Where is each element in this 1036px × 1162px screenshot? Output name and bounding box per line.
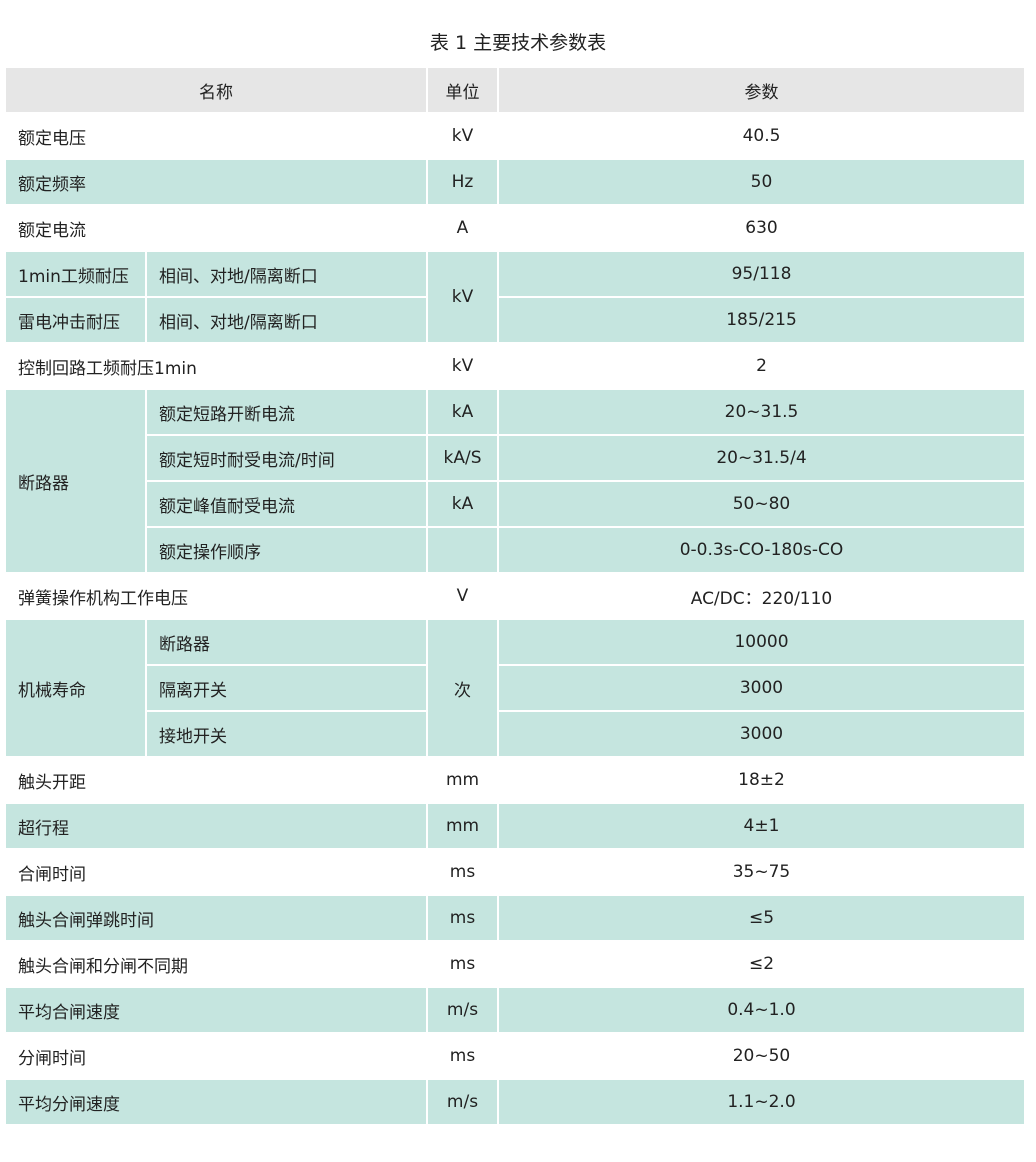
param-subname: 接地开关	[147, 712, 426, 756]
param-unit: kV	[428, 344, 497, 388]
table-row: 触头合闸弹跳时间 ms ≤5	[6, 896, 1024, 940]
table-row: 隔离开关 3000	[6, 666, 1024, 710]
param-name: 平均分闸速度	[6, 1080, 426, 1124]
param-value: 1.1~2.0	[499, 1080, 1024, 1124]
param-unit: kA	[428, 482, 497, 526]
table-row: 平均分闸速度 m/s 1.1~2.0	[6, 1080, 1024, 1124]
table-row: 1min工频耐压 相间、对地/隔离断口 kV 95/118	[6, 252, 1024, 342]
param-subname: 断路器	[147, 620, 426, 664]
param-value: ≤5	[499, 896, 1024, 940]
param-value: 0.4~1.0	[499, 988, 1024, 1032]
param-name: 断路器	[6, 390, 145, 572]
param-name: 1min工频耐压	[6, 252, 145, 296]
param-unit: kA	[428, 390, 497, 434]
param-name: 分闸时间	[6, 1034, 426, 1078]
table-row: 触头合闸和分闸不同期 ms ≤2	[6, 942, 1024, 986]
table-row: 额定峰值耐受电流 kA 50~80	[6, 482, 1024, 526]
param-unit: ms	[428, 942, 497, 986]
param-value: 20~50	[499, 1034, 1024, 1078]
table-row: 分闸时间 ms 20~50	[6, 1034, 1024, 1078]
param-subname: 额定操作顺序	[147, 528, 426, 572]
param-unit	[428, 528, 497, 572]
table-row: 额定操作顺序 0-0.3s-CO-180s-CO	[6, 528, 1024, 572]
param-subname: 相间、对地/隔离断口	[147, 298, 426, 342]
param-unit: mm	[428, 758, 497, 802]
table-row: 机械寿命 断路器次 10000	[6, 620, 1024, 756]
param-value: 10000	[499, 620, 1024, 664]
param-unit: V	[428, 574, 497, 618]
param-value: 50~80	[499, 482, 1024, 526]
table-row: 弹簧操作机构工作电压 V AC/DC：220/110	[6, 574, 1024, 618]
param-unit: mm	[428, 804, 497, 848]
param-unit: kV	[428, 252, 497, 342]
table-row: 断路器 额定短路开断电流 kA 20~31.5	[6, 390, 1024, 572]
table-row: 触头开距 mm 18±2	[6, 758, 1024, 802]
param-name: 额定频率	[6, 160, 426, 204]
header-name: 名称	[6, 68, 426, 112]
param-unit: kV	[428, 114, 497, 158]
param-subname: 相间、对地/隔离断口	[147, 252, 426, 296]
table-title: 表 1 主要技术参数表	[429, 32, 607, 54]
header-row: 名称 单位 参数	[6, 68, 1024, 112]
param-value: 630	[499, 206, 1024, 250]
param-unit: ms	[428, 896, 497, 940]
param-unit: Hz	[428, 160, 497, 204]
param-value: 95/118	[499, 252, 1024, 296]
param-subname: 隔离开关	[147, 666, 426, 710]
table-row: 雷电冲击耐压 相间、对地/隔离断口 185/215	[6, 298, 1024, 342]
param-value: 20~31.5	[499, 390, 1024, 434]
param-value: 3000	[499, 666, 1024, 710]
param-value: AC/DC：220/110	[499, 574, 1024, 618]
param-name: 平均合闸速度	[6, 988, 426, 1032]
table-row: 合闸时间 ms 35~75	[6, 850, 1024, 894]
param-name: 触头合闸和分闸不同期	[6, 942, 426, 986]
param-value: 35~75	[499, 850, 1024, 894]
param-name: 额定电流	[6, 206, 426, 250]
param-value: 0-0.3s-CO-180s-CO	[499, 528, 1024, 572]
param-name: 雷电冲击耐压	[6, 298, 145, 342]
param-name: 触头合闸弹跳时间	[6, 896, 426, 940]
table-row: 额定电流 A 630	[6, 206, 1024, 250]
param-name: 弹簧操作机构工作电压	[6, 574, 426, 618]
param-unit: ms	[428, 1034, 497, 1078]
param-name: 触头开距	[6, 758, 426, 802]
param-name: 超行程	[6, 804, 426, 848]
param-subname: 额定短时耐受电流/时间	[147, 436, 426, 480]
param-unit: ms	[428, 850, 497, 894]
param-value: ≤2	[499, 942, 1024, 986]
param-value: 185/215	[499, 298, 1024, 342]
table-row: 平均合闸速度 m/s 0.4~1.0	[6, 988, 1024, 1032]
table-row: 额定频率 Hz 50	[6, 160, 1024, 204]
param-unit: A	[428, 206, 497, 250]
parameters-table: 名称 单位 参数 额定电压 kV 40.5 额定频率 Hz 50 额定电流 A 630 1min工…	[4, 66, 1026, 1126]
param-subname: 额定短路开断电流	[147, 390, 426, 434]
param-name: 额定电压	[6, 114, 426, 158]
table-row: 接地开关 3000	[6, 712, 1024, 756]
param-name: 机械寿命	[6, 620, 145, 756]
table-row: 额定电压 kV 40.5	[6, 114, 1024, 158]
table-row: 超行程 mm 4±1	[6, 804, 1024, 848]
param-value: 20~31.5/4	[499, 436, 1024, 480]
header-unit: 单位	[428, 68, 497, 112]
param-value: 2	[499, 344, 1024, 388]
param-unit: m/s	[428, 1080, 497, 1124]
param-subname: 额定峰值耐受电流	[147, 482, 426, 526]
param-value: 40.5	[499, 114, 1024, 158]
param-value: 4±1	[499, 804, 1024, 848]
param-value: 3000	[499, 712, 1024, 756]
param-name: 合闸时间	[6, 850, 426, 894]
table-row: 额定短时耐受电流/时间 kA/S 20~31.5/4	[6, 436, 1024, 480]
header-value: 参数	[499, 68, 1024, 112]
param-value: 50	[499, 160, 1024, 204]
param-value: 18±2	[499, 758, 1024, 802]
table-row: 控制回路工频耐压1min kV 2	[6, 344, 1024, 388]
param-unit: m/s	[428, 988, 497, 1032]
param-unit: kA/S	[428, 436, 497, 480]
param-name: 控制回路工频耐压1min	[6, 344, 426, 388]
param-unit: 次	[428, 620, 497, 756]
